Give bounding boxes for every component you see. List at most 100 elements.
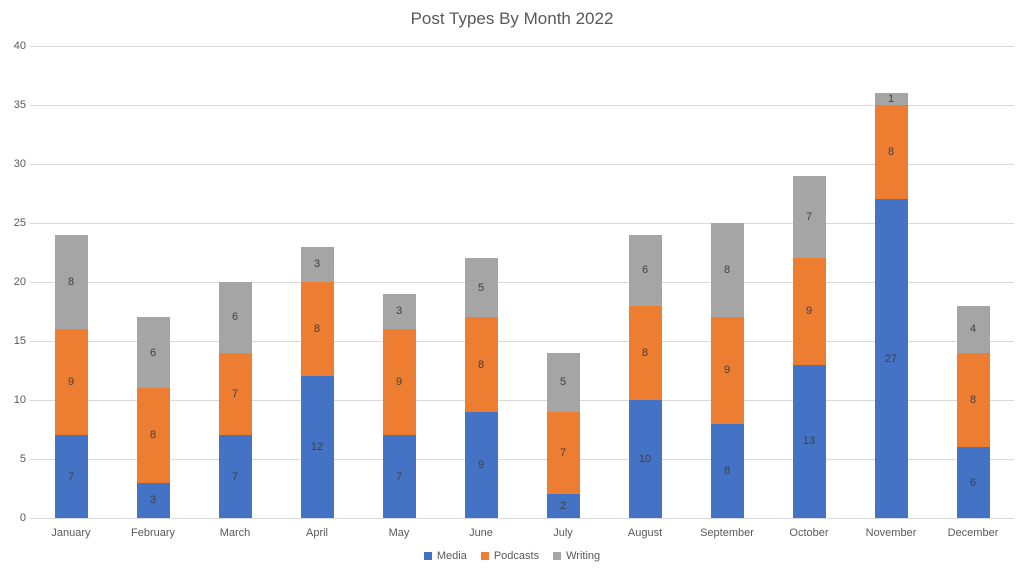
- data-label: 2: [559, 500, 567, 513]
- data-label: 7: [805, 211, 813, 224]
- data-label: 8: [477, 358, 485, 371]
- data-label: 8: [313, 323, 321, 336]
- y-axis-tick-label: 35: [13, 99, 26, 111]
- bar-segment-media-april: 12: [300, 376, 334, 518]
- gridline-y-30: [30, 163, 1014, 165]
- data-label: 9: [805, 305, 813, 318]
- gridline-y-25: [30, 222, 1014, 224]
- data-label: 3: [313, 258, 321, 271]
- bar-segment-writing-may: 3: [382, 293, 416, 330]
- y-axis-tick-label: 5: [19, 453, 26, 465]
- chart-title: Post Types By Month 2022: [410, 9, 614, 28]
- bar-segment-writing-august: 6: [628, 234, 662, 306]
- gridline-y-40: [30, 45, 1014, 47]
- bar-segment-media-june: 9: [464, 411, 498, 518]
- y-axis-tick-label: 10: [13, 394, 26, 406]
- x-axis-tick-label-august: August: [627, 527, 663, 539]
- data-label: 1: [887, 93, 895, 106]
- bar-segment-writing-december: 4: [956, 305, 990, 353]
- data-label: 10: [638, 453, 652, 465]
- legend-label: Podcasts: [493, 550, 540, 562]
- bar-segment-media-august: 10: [628, 400, 662, 518]
- data-label: 6: [149, 346, 157, 359]
- bar-segment-podcasts-february: 8: [136, 388, 170, 483]
- bar-segment-writing-september: 8: [710, 223, 744, 318]
- data-label: 8: [723, 264, 731, 277]
- legend: Media Podcasts Writing: [0, 550, 1024, 562]
- bar-segment-writing-october: 7: [792, 175, 826, 259]
- bar-segment-media-july: 2: [546, 494, 580, 518]
- bar-segment-media-october: 13: [792, 364, 826, 518]
- data-label: 6: [969, 476, 977, 489]
- data-label: 5: [477, 281, 485, 294]
- bar-segment-podcasts-august: 8: [628, 305, 662, 400]
- data-label: 27: [884, 352, 898, 365]
- bar-segment-media-may: 7: [382, 435, 416, 518]
- data-label: 7: [67, 470, 75, 483]
- bar-segment-media-february: 3: [136, 482, 170, 518]
- bar-segment-podcasts-september: 9: [710, 317, 744, 424]
- data-label: 7: [231, 388, 239, 401]
- legend-swatch-icon: [480, 552, 489, 560]
- x-axis-tick-label-february: February: [130, 527, 176, 539]
- data-label: 8: [149, 429, 157, 442]
- bar-segment-podcasts-june: 8: [464, 317, 498, 412]
- legend-swatch-icon: [423, 552, 432, 560]
- bar-segment-podcasts-july: 7: [546, 411, 580, 495]
- data-label: 12: [310, 441, 324, 454]
- bar-segment-writing-april: 3: [300, 246, 334, 282]
- data-label: 5: [559, 376, 567, 389]
- data-label: 9: [67, 376, 75, 389]
- data-label: 8: [67, 275, 75, 288]
- gridline-y-20: [30, 281, 1014, 283]
- gridline-y-0: [30, 517, 1014, 519]
- legend-item-media: Media: [423, 550, 467, 562]
- data-label: 7: [395, 470, 403, 483]
- x-axis-tick-label-march: March: [219, 527, 251, 539]
- bar-segment-writing-february: 6: [136, 317, 170, 389]
- x-axis-tick-label-october: October: [789, 527, 829, 539]
- data-label: 3: [149, 494, 157, 507]
- x-axis-tick-label-january: January: [51, 527, 91, 539]
- data-label: 7: [559, 447, 567, 460]
- bar-segment-media-september: 8: [710, 423, 744, 518]
- gridline-y-15: [30, 340, 1014, 342]
- bar-segment-writing-june: 5: [464, 258, 498, 318]
- bar-segment-media-december: 6: [956, 447, 990, 518]
- legend-swatch-icon: [553, 552, 562, 560]
- bar-segment-podcasts-november: 8: [874, 105, 908, 200]
- legend-item-podcasts: Podcasts: [480, 550, 540, 562]
- bar-segment-media-november: 27: [874, 199, 908, 518]
- bar-segment-writing-july: 5: [546, 352, 580, 412]
- data-label: 8: [887, 146, 895, 159]
- bar-segment-media-january: 7: [54, 435, 88, 518]
- data-label: 4: [969, 323, 977, 336]
- data-label: 8: [723, 464, 731, 477]
- bar-segment-podcasts-december: 8: [956, 352, 990, 448]
- bar-segment-writing-november: 1: [874, 93, 908, 106]
- data-label: 9: [477, 458, 485, 471]
- x-axis-tick-label-september: September: [700, 527, 754, 539]
- gridline-y-35: [30, 104, 1014, 106]
- data-label: 13: [802, 435, 816, 448]
- x-axis-tick-label-july: July: [553, 527, 573, 539]
- data-label: 6: [641, 264, 649, 277]
- bar-segment-podcasts-may: 9: [382, 329, 416, 436]
- legend-label: Writing: [566, 550, 601, 562]
- y-axis-tick-label: 30: [13, 158, 26, 170]
- data-label: 3: [395, 305, 403, 318]
- data-label: 8: [641, 346, 649, 359]
- data-label: 9: [723, 364, 731, 377]
- legend-item-writing: Writing: [553, 550, 600, 562]
- bar-segment-podcasts-april: 8: [300, 282, 334, 377]
- data-label: 9: [395, 376, 403, 389]
- bar-segment-podcasts-march: 7: [218, 352, 252, 436]
- gridline-y-10: [30, 399, 1014, 401]
- y-axis-tick-label: 40: [13, 40, 26, 52]
- y-axis-tick-label: 15: [13, 335, 26, 347]
- bar-segment-podcasts-january: 9: [54, 329, 88, 436]
- bar-segment-writing-march: 6: [218, 282, 252, 353]
- gridline-y-5: [30, 458, 1014, 460]
